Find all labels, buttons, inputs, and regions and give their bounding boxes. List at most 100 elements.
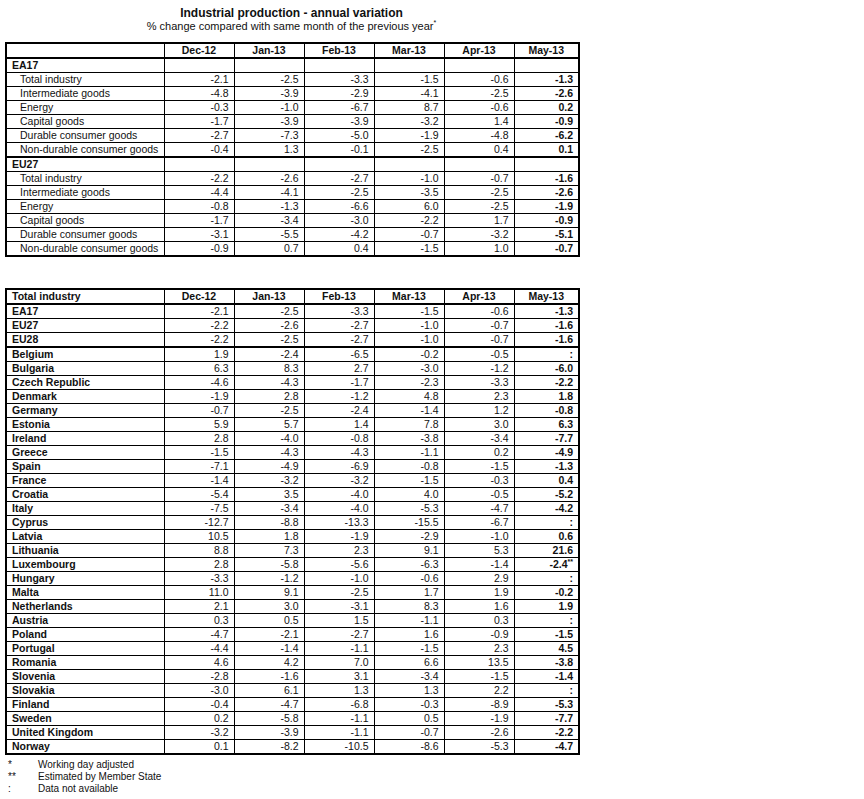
value-cell: -1.5 xyxy=(374,304,444,319)
value-cell: -1.3 xyxy=(514,73,579,87)
empty-cell xyxy=(304,157,374,172)
value-cell: 4.6 xyxy=(164,656,234,670)
value-cell: 6.3 xyxy=(514,418,579,432)
value-cell: -2.9 xyxy=(304,87,374,101)
value-cell: 2.3 xyxy=(444,390,514,404)
value-cell: 9.1 xyxy=(234,586,304,600)
value-cell: -4.8 xyxy=(444,129,514,143)
value-cell: -3.5 xyxy=(374,186,444,200)
table-row-poland: Poland-4.7-2.1-2.71.6-0.9-1.5 xyxy=(6,628,579,642)
value-cell: 0.3 xyxy=(164,614,234,628)
value-cell: -12.7 xyxy=(164,516,234,530)
value-cell: 3.0 xyxy=(444,418,514,432)
value-cell: -2.9 xyxy=(374,530,444,544)
value-cell: -5.0 xyxy=(304,129,374,143)
value-cell: -1.9 xyxy=(304,530,374,544)
value-cell: -3.2 xyxy=(374,115,444,129)
value-cell: 2.3 xyxy=(444,642,514,656)
row-label: Non-durable consumer goods xyxy=(6,143,164,158)
value-cell: -3.4 xyxy=(234,502,304,516)
table-row-austria: Austria0.30.51.5-1.10.3: xyxy=(6,614,579,628)
column-header-mar-13: Mar-13 xyxy=(374,43,444,58)
footnote-symbol: ** xyxy=(5,771,38,783)
value-cell: 8.3 xyxy=(234,362,304,376)
value-cell: 2.1 xyxy=(164,600,234,614)
footnote-not-available: : Data not available xyxy=(5,783,583,795)
row-label: Intermediate goods xyxy=(6,186,164,200)
value-cell: -4.7 xyxy=(514,740,579,755)
table-row-latvia: Latvia10.51.8-1.9-2.9-1.00.6 xyxy=(6,530,579,544)
value-cell: 11.0 xyxy=(164,586,234,600)
value-cell: -5.1 xyxy=(514,228,579,242)
value-cell: 1.7 xyxy=(444,214,514,228)
value-cell: 4.2 xyxy=(234,656,304,670)
row-label: Austria xyxy=(6,614,164,628)
value-cell: -8.6 xyxy=(374,740,444,755)
value-cell: -1.6 xyxy=(514,172,579,186)
value-cell: : xyxy=(514,614,579,628)
value-cell: 21.6 xyxy=(514,544,579,558)
value-cell: -2.7 xyxy=(304,333,374,348)
value-cell: -3.3 xyxy=(444,376,514,390)
footnote-symbol: : xyxy=(5,783,38,795)
value-cell: -1.5 xyxy=(374,642,444,656)
table-row-france: France-1.4-3.2-3.2-1.5-0.30.4 xyxy=(6,474,579,488)
value-cell: -1.1 xyxy=(304,712,374,726)
row-label: France xyxy=(6,474,164,488)
value-cell: -1.6 xyxy=(514,319,579,333)
value-cell: : xyxy=(514,347,579,362)
value-cell: -5.3 xyxy=(444,740,514,755)
value-cell: -3.0 xyxy=(374,362,444,376)
value-cell: -2.8 xyxy=(164,670,234,684)
value-cell: -1.0 xyxy=(374,172,444,186)
value-cell: -1.0 xyxy=(234,101,304,115)
table-row-united-kingdom: United Kingdom-3.2-3.9-1.1-0.7-2.6-2.2 xyxy=(6,726,579,740)
value-cell: -3.0 xyxy=(304,214,374,228)
value-cell: -3.3 xyxy=(304,73,374,87)
value-cell: -4.0 xyxy=(304,488,374,502)
value-cell: -1.2 xyxy=(444,362,514,376)
value-cell: -2.1 xyxy=(234,628,304,642)
value-cell: -3.8 xyxy=(514,656,579,670)
row-label: United Kingdom xyxy=(6,726,164,740)
table-row-sweden: Sweden0.2-5.8-1.10.5-1.9-7.7 xyxy=(6,712,579,726)
value-cell: 1.3 xyxy=(374,684,444,698)
value-cell: -5.4 xyxy=(164,488,234,502)
table-row-belgium: Belgium1.9-2.4-6.5-0.2-0.5: xyxy=(6,347,579,362)
row-label: Bulgaria xyxy=(6,362,164,376)
value-cell: -3.9 xyxy=(234,726,304,740)
value-cell: -0.7 xyxy=(444,333,514,348)
value-cell: -0.2 xyxy=(374,347,444,362)
value-cell: -1.7 xyxy=(304,376,374,390)
table-row-ea17-non-durable-consumer-goods: Non-durable consumer goods-0.41.3-0.1-2.… xyxy=(6,143,579,158)
value-cell: 0.7 xyxy=(234,242,304,257)
value-cell: -3.3 xyxy=(304,304,374,319)
row-label: Capital goods xyxy=(6,115,164,129)
value-cell: -0.9 xyxy=(164,242,234,257)
value-cell: -1.9 xyxy=(374,129,444,143)
value-cell: -0.3 xyxy=(164,101,234,115)
value-cell: -1.6 xyxy=(514,333,579,348)
production-by-grouping-table: Dec-12Jan-13Feb-13Mar-13Apr-13May-13 EA1… xyxy=(5,42,580,257)
table-row-eu28: EU28-2.2-2.5-2.7-1.0-0.7-1.6 xyxy=(6,333,579,348)
value-cell: -7.7 xyxy=(514,432,579,446)
value-cell: -2.6 xyxy=(234,172,304,186)
value-cell: -6.2 xyxy=(514,129,579,143)
value-cell: -0.8 xyxy=(514,404,579,418)
row-label: EA17 xyxy=(6,304,164,319)
value-cell: -0.7 xyxy=(374,726,444,740)
row-label: Poland xyxy=(6,628,164,642)
column-header-dec-12: Dec-12 xyxy=(164,43,234,58)
value-cell: -0.7 xyxy=(374,228,444,242)
row-label: Greece xyxy=(6,446,164,460)
table-row-eu27-total-industry: Total industry-2.2-2.6-2.7-1.0-0.7-1.6 xyxy=(6,172,579,186)
table-row-netherlands: Netherlands2.13.0-3.18.31.61.9 xyxy=(6,600,579,614)
row-label: Non-durable consumer goods xyxy=(6,242,164,257)
value-cell: -1.0 xyxy=(304,572,374,586)
value-cell: -0.4 xyxy=(164,143,234,158)
value-cell: -0.7 xyxy=(164,404,234,418)
value-cell: -2.4 xyxy=(304,404,374,418)
value-cell: 1.4 xyxy=(304,418,374,432)
value-cell: -6.3 xyxy=(374,558,444,572)
value-cell: -4.3 xyxy=(234,376,304,390)
